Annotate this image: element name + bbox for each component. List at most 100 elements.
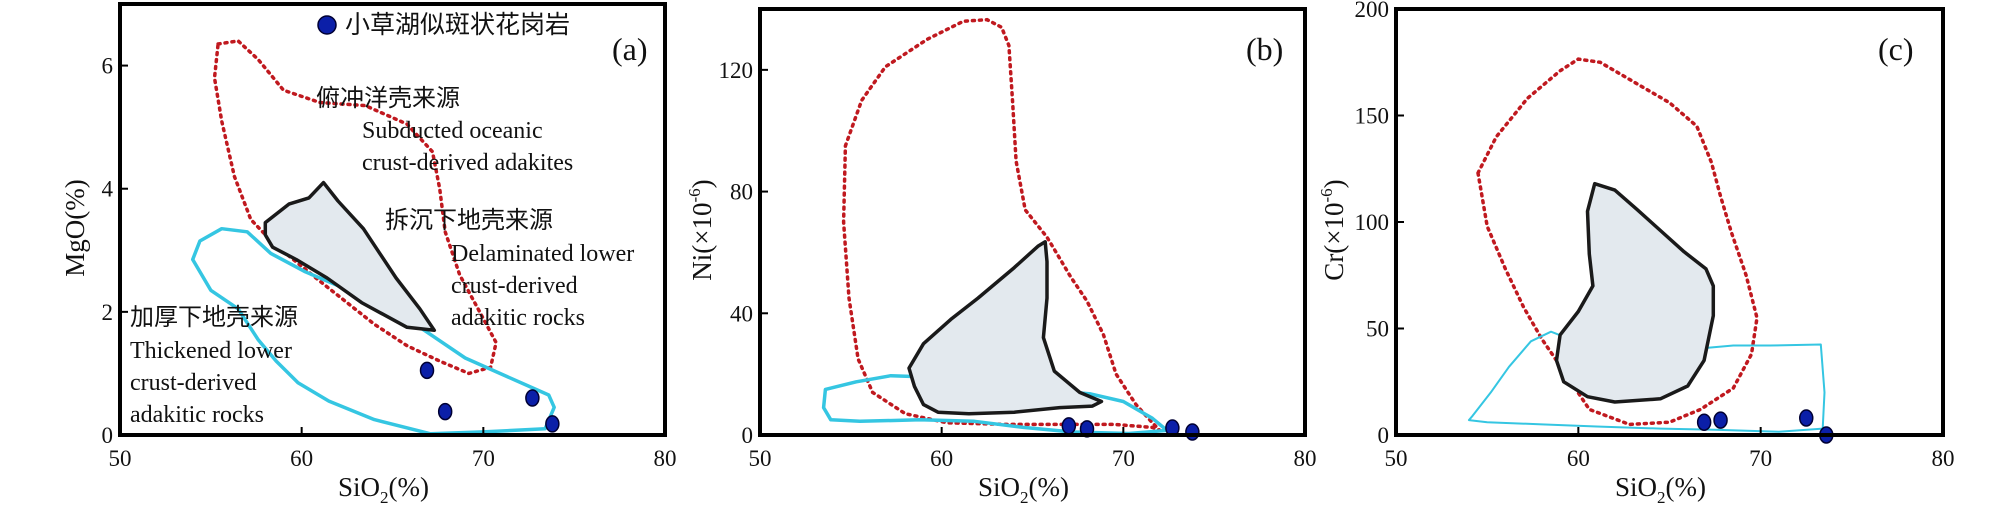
panel-b-sample-point xyxy=(1185,423,1200,441)
x-label-sub: 2 xyxy=(1020,488,1029,506)
panel-c-y-tick-label: 100 xyxy=(1355,210,1390,235)
panel-c-y-tick-label: 150 xyxy=(1355,104,1390,129)
annotation-delaminated-line: adakitic rocks xyxy=(451,305,585,331)
panel-c-region-thickened xyxy=(1467,330,1826,433)
panel-a-frame xyxy=(118,2,667,437)
panel-a-x-tick-label: 60 xyxy=(290,446,313,471)
panel-b-y-tick-label: 40 xyxy=(730,301,753,326)
panel-b-x-tick-label: 50 xyxy=(749,446,772,471)
x-label-sub: 2 xyxy=(380,488,389,506)
panel-b-points xyxy=(1061,417,1200,441)
panel-b-sample-point xyxy=(1061,417,1077,435)
x-label-unit: (%) xyxy=(389,472,429,502)
panel-b-y-axis-label: Ni(×10-6) xyxy=(685,179,717,280)
panel-a-x-axis-label: SiO2(%) xyxy=(338,472,429,506)
annotation-subducted-line: Subducted oceanic xyxy=(362,118,543,144)
panel-b-label: (b) xyxy=(1246,31,1283,67)
panel-b-y-tick-label: 120 xyxy=(719,58,754,83)
panel-b-x-tick-label: 80 xyxy=(1294,446,1317,471)
annotation-delaminated-line: 拆沉下地壳来源 xyxy=(385,207,553,234)
panel-c-y-ticks: 0 50 100 150 200 xyxy=(1355,0,1404,448)
panel-a-y-tick-label: 6 xyxy=(102,54,114,79)
panel-a-region-delaminated xyxy=(263,180,437,333)
panel-b-x-tick-label: 70 xyxy=(1112,446,1135,471)
panel-b-region-delaminated xyxy=(907,240,1104,416)
panel-c-x-axis-label: SiO2(%) xyxy=(1615,472,1706,506)
panel-a-y-tick-label: 0 xyxy=(102,423,114,448)
panel-a-y-tick-label: 4 xyxy=(102,177,114,202)
panel-c-region-subducted xyxy=(1476,57,1759,427)
panel-a-region-thickened xyxy=(190,226,556,436)
panel-a-sample-point xyxy=(419,361,435,380)
annotation-thickened: 加厚下地壳来源 Thickened lower crust-derived ad… xyxy=(130,304,298,428)
panel-a-y-tick-label: 2 xyxy=(102,300,114,325)
panel-c-y-tick-label: 0 xyxy=(1378,423,1390,448)
panel-c-x-ticks: 50 60 70 80 xyxy=(1385,427,1955,471)
annotation-subducted: 俯冲洋壳来源 Subducted oceanic crust-derived a… xyxy=(316,85,573,176)
panel-a-label: (a) xyxy=(612,31,648,67)
annotation-thickened-line: crust-derived xyxy=(130,370,257,396)
panel-c-points xyxy=(1696,409,1834,444)
panel-a-regions xyxy=(190,39,556,436)
panel-a-x-tick-label: 80 xyxy=(654,446,677,471)
panel-b-regions xyxy=(821,17,1169,436)
annotation-delaminated: 拆沉下地壳来源 Delaminated lower crust-derived … xyxy=(385,207,634,331)
panel-b-x-tick-label: 60 xyxy=(930,446,953,471)
panel-b-y-ticks: 0 40 80 120 xyxy=(719,58,768,448)
panel-c-y-tick-label: 50 xyxy=(1366,317,1389,342)
panel-a: 50 60 70 80 0 2 4 6 (a) 小草湖似斑状花岗岩 俯冲洋壳来源 Subdu… xyxy=(60,2,677,506)
y-label-sup: -6 xyxy=(685,188,704,202)
x-label-main: SiO xyxy=(978,472,1020,502)
annotation-thickened-line: adakitic rocks xyxy=(130,402,264,428)
x-label-unit: (%) xyxy=(1666,472,1706,502)
panel-a-x-ticks: 50 60 70 80 xyxy=(109,427,677,471)
panel-a-sample-point xyxy=(545,415,560,433)
panel-a-x-tick-label: 50 xyxy=(109,446,132,471)
panel-a-y-axis-label: MgO(%) xyxy=(60,179,90,276)
panel-c-region-delaminated xyxy=(1554,181,1716,404)
panel-c-x-tick-label: 70 xyxy=(1749,446,1772,471)
panel-c-y-tick-label: 200 xyxy=(1355,0,1390,22)
panel-a-x-tick-label: 70 xyxy=(472,446,495,471)
panel-c-sample-point xyxy=(1696,413,1712,431)
panel-b-y-tick-label: 0 xyxy=(742,423,754,448)
panel-a-sample-point xyxy=(525,389,540,407)
panel-a-sample-point xyxy=(437,402,453,421)
annotation-thickened-line: Thickened lower xyxy=(130,338,292,364)
panel-c-sample-point xyxy=(1799,409,1814,427)
panel-c-regions xyxy=(1467,57,1826,433)
y-label-text: Ni(×10 xyxy=(687,202,717,280)
x-label-main: SiO xyxy=(338,472,380,502)
legend-label: 小草湖似斑状花岗岩 xyxy=(345,11,570,39)
panel-b-region-subducted xyxy=(841,17,1161,433)
panel-b: 50 60 70 80 0 40 80 120 (b) SiO2(%) Ni(×10-6) xyxy=(685,7,1317,506)
annotation-delaminated-line: crust-derived xyxy=(451,273,578,299)
panel-b-x-axis-label: SiO2(%) xyxy=(978,472,1069,506)
panel-b-x-ticks: 50 60 70 80 xyxy=(749,427,1317,471)
y-label-tail: ) xyxy=(687,179,717,188)
y-label-text: Cr(×10 xyxy=(1319,202,1349,280)
panel-c-label: (c) xyxy=(1878,31,1914,67)
annotation-subducted-line: crust-derived adakites xyxy=(362,150,573,176)
annotation-thickened-line: 加厚下地壳来源 xyxy=(130,304,298,331)
panel-a-points xyxy=(419,361,560,433)
panel-c-sample-point xyxy=(1713,411,1728,429)
y-label-tail: ) xyxy=(1319,179,1349,188)
panel-a-region-subducted xyxy=(212,39,498,376)
panel-c-x-tick-label: 60 xyxy=(1567,446,1590,471)
panel-c-x-tick-label: 50 xyxy=(1385,446,1408,471)
annotation-delaminated-line: Delaminated lower xyxy=(451,241,634,267)
panel-c-x-tick-label: 80 xyxy=(1932,446,1955,471)
x-label-sub: 2 xyxy=(1657,488,1666,506)
annotation-subducted-line: 俯冲洋壳来源 xyxy=(316,85,460,112)
legend-marker xyxy=(317,15,337,35)
panel-b-y-tick-label: 80 xyxy=(730,180,753,205)
x-label-main: SiO xyxy=(1615,472,1657,502)
x-label-unit: (%) xyxy=(1029,472,1069,502)
panel-c-y-axis-label: Cr(×10-6) xyxy=(1317,179,1349,280)
y-label-sup: -6 xyxy=(1317,188,1336,202)
panel-a-y-ticks: 0 2 4 6 xyxy=(102,54,128,448)
panel-b-frame xyxy=(758,7,1307,437)
